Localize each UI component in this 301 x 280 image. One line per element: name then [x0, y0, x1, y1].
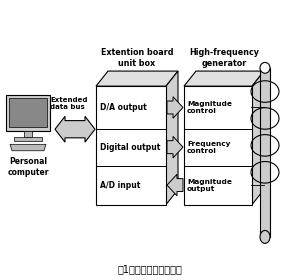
Polygon shape — [184, 71, 264, 86]
Polygon shape — [96, 71, 178, 86]
Text: Personal
computer: Personal computer — [7, 157, 49, 177]
Text: Digital output: Digital output — [100, 143, 160, 152]
Polygon shape — [167, 97, 183, 118]
Polygon shape — [252, 71, 264, 205]
Text: A/D input: A/D input — [100, 181, 140, 190]
Text: Magnitude
output: Magnitude output — [187, 179, 232, 192]
Ellipse shape — [260, 230, 270, 243]
Polygon shape — [167, 174, 183, 196]
FancyBboxPatch shape — [260, 68, 270, 237]
Text: Extention board
unit box: Extention board unit box — [101, 48, 173, 68]
Ellipse shape — [260, 62, 270, 73]
Polygon shape — [10, 144, 46, 151]
Polygon shape — [24, 131, 32, 137]
FancyBboxPatch shape — [184, 86, 252, 205]
FancyBboxPatch shape — [96, 86, 166, 205]
Polygon shape — [55, 116, 95, 142]
Text: 図1　測定システム構成: 図1 測定システム構成 — [118, 264, 182, 274]
FancyBboxPatch shape — [6, 95, 50, 131]
Text: Extended
data bus: Extended data bus — [50, 97, 88, 110]
Text: Frequency
control: Frequency control — [187, 141, 230, 154]
FancyBboxPatch shape — [9, 98, 47, 127]
Polygon shape — [167, 136, 183, 158]
Polygon shape — [14, 137, 42, 141]
Polygon shape — [166, 71, 178, 205]
Text: D/A output: D/A output — [100, 103, 147, 112]
Text: Magnitude
control: Magnitude control — [187, 101, 232, 114]
Text: High-frequency
generator: High-frequency generator — [189, 48, 259, 68]
